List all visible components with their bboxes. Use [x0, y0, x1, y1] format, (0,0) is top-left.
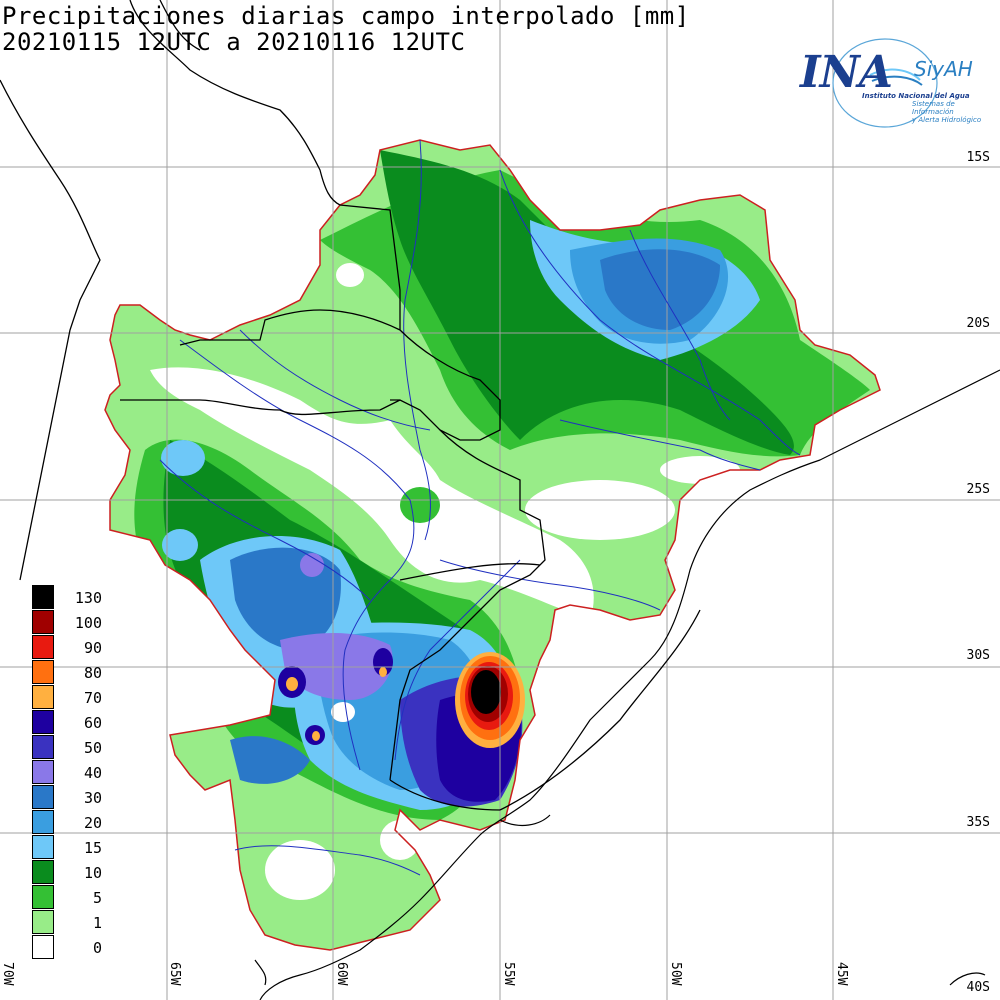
legend-label: 1: [92, 914, 102, 932]
legend-swatch: [32, 760, 54, 784]
rivers: [159, 139, 801, 876]
legend-label: 5: [92, 889, 102, 907]
legend-item: 80: [32, 660, 102, 685]
legend-label: 100: [74, 614, 102, 632]
legend-swatch: [32, 810, 54, 834]
legend-swatch: [32, 935, 54, 959]
legend-label: 50: [83, 739, 102, 757]
lon-label-70w: 70W: [0, 962, 15, 986]
lat-label-20s: 20S: [966, 316, 990, 331]
logo-swoosh-icon: [832, 38, 938, 128]
precipitation-legend: 130 100 90 80 70 60 50 40 30 20 15 10 5 1 0: [32, 585, 102, 960]
legend-swatch: [32, 860, 54, 884]
legend-swatch: [32, 785, 54, 809]
legend-swatch: [32, 885, 54, 909]
legend-item: 20: [32, 810, 102, 835]
lon-label-60w: 60W: [334, 962, 349, 986]
legend-label: 130: [74, 589, 102, 607]
legend-item: 30: [32, 785, 102, 810]
legend-label: 60: [83, 714, 102, 732]
legend-item: 5: [32, 885, 102, 910]
country-borders: [0, 0, 701, 811]
legend-label: 70: [83, 689, 102, 707]
legend-item: 0: [32, 935, 102, 960]
legend-label: 0: [92, 939, 102, 957]
legend-item: 90: [32, 635, 102, 660]
legend-swatch: [32, 610, 54, 634]
lon-label-50w: 50W: [668, 962, 683, 986]
lat-label-15s: 15S: [966, 150, 990, 165]
legend-item: 50: [32, 735, 102, 760]
legend-swatch: [32, 735, 54, 759]
logo-siyah-text: SiyAH: [914, 57, 973, 81]
logo-system-text: Sistemas de Información y Alerta Hidroló…: [912, 100, 982, 124]
legend-swatch: [32, 910, 54, 934]
coastline: [254, 369, 1000, 1000]
legend-item: 15: [32, 835, 102, 860]
legend-swatch: [32, 685, 54, 709]
legend-swatch: [32, 660, 54, 684]
legend-label: 90: [83, 639, 102, 657]
map-title: Precipitaciones diarias campo interpolad…: [2, 2, 690, 30]
map-period: 20210115 12UTC a 20210116 12UTC: [2, 28, 466, 56]
legend-swatch: [32, 710, 54, 734]
legend-label: 80: [83, 664, 102, 682]
lat-label-35s: 35S: [966, 815, 990, 830]
legend-swatch: [32, 585, 54, 609]
lon-label-65w: 65W: [167, 962, 182, 986]
ina-siyah-logo: INA SiyAH Instituto Nacional del Agua Si…: [800, 35, 995, 130]
legend-label: 15: [83, 839, 102, 857]
logo-ina-text: INA: [800, 47, 893, 98]
lat-label-25s: 25S: [966, 482, 990, 497]
legend-label: 40: [83, 764, 102, 782]
lat-label-30s: 30S: [966, 648, 990, 663]
legend-item: 70: [32, 685, 102, 710]
legend-item: 10: [32, 860, 102, 885]
basin-outline: [104, 139, 881, 951]
lon-label-45w: 45W: [834, 962, 849, 986]
legend-item: 60: [32, 710, 102, 735]
legend-label: 20: [83, 814, 102, 832]
legend-label: 30: [83, 789, 102, 807]
legend-item: 40: [32, 760, 102, 785]
legend-swatch: [32, 635, 54, 659]
legend-item: 100: [32, 610, 102, 635]
lon-label-55w: 55W: [501, 962, 516, 986]
lat-label-40s: 40S: [966, 980, 990, 995]
logo-institute-text: Instituto Nacional del Agua: [862, 92, 970, 100]
legend-label: 10: [83, 864, 102, 882]
legend-swatch: [32, 835, 54, 859]
legend-item: 130: [32, 585, 102, 610]
legend-item: 1: [32, 910, 102, 935]
